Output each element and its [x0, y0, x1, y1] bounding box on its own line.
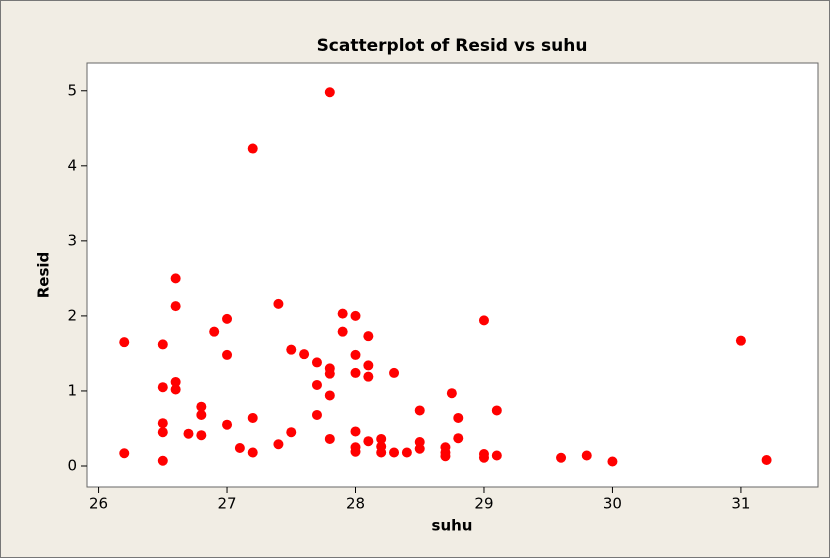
point [414, 405, 425, 416]
point [376, 447, 387, 458]
point [170, 301, 181, 312]
x-tick-label: 29 [474, 495, 493, 513]
point [761, 454, 772, 465]
point [311, 409, 322, 420]
point [440, 451, 451, 462]
y-tick-label: 3 [67, 231, 77, 249]
point [311, 379, 322, 390]
point [247, 447, 258, 458]
point [157, 427, 168, 438]
y-tick-label: 2 [67, 306, 77, 324]
point [324, 390, 335, 401]
point [389, 367, 400, 378]
point [581, 450, 592, 461]
point [478, 452, 489, 463]
y-tick-label: 5 [67, 81, 77, 99]
chart-title: Scatterplot of Resid vs suhu [317, 36, 588, 56]
point [556, 452, 567, 463]
point [478, 315, 489, 326]
point [491, 450, 502, 461]
point [401, 447, 412, 458]
point [170, 273, 181, 284]
point [222, 419, 233, 430]
point [286, 427, 297, 438]
point [350, 310, 361, 321]
point [170, 376, 181, 387]
point [222, 313, 233, 324]
point [234, 442, 245, 453]
point [337, 308, 348, 319]
y-axis-label: Resid [35, 252, 53, 299]
point [350, 426, 361, 437]
point [209, 326, 220, 337]
point [735, 335, 746, 346]
point [183, 428, 194, 439]
point [350, 446, 361, 457]
point [273, 439, 284, 450]
point [414, 443, 425, 454]
point [196, 409, 207, 420]
x-tick-label: 28 [346, 495, 365, 513]
point [363, 371, 374, 382]
point [286, 344, 297, 355]
point [453, 433, 464, 444]
point [157, 455, 168, 466]
point [119, 337, 130, 348]
y-tick-label: 4 [67, 156, 77, 174]
y-tick-label: 1 [67, 381, 77, 399]
point [299, 349, 310, 360]
point [273, 298, 284, 309]
point [350, 349, 361, 360]
point [170, 384, 181, 395]
point [350, 367, 361, 378]
point [157, 382, 168, 393]
point [324, 87, 335, 98]
point [324, 368, 335, 379]
x-tick-label: 27 [217, 495, 236, 513]
point [247, 412, 258, 423]
point [222, 349, 233, 360]
x-tick-label: 31 [731, 495, 750, 513]
x-tick-label: 30 [603, 495, 622, 513]
y-tick-label: 0 [67, 456, 77, 474]
point [363, 360, 374, 371]
x-axis-label: suhu [432, 517, 473, 535]
point [157, 418, 168, 429]
point [196, 430, 207, 441]
plot-area [86, 62, 819, 488]
point [491, 405, 502, 416]
point [363, 331, 374, 342]
point [157, 339, 168, 350]
point [247, 143, 258, 154]
point [446, 388, 457, 399]
x-tick-label: 26 [89, 495, 108, 513]
point [119, 448, 130, 459]
point [324, 433, 335, 444]
point [196, 401, 207, 412]
point [363, 436, 374, 447]
point [453, 412, 464, 423]
point [337, 326, 348, 337]
point [376, 433, 387, 444]
point [311, 357, 322, 368]
point [389, 447, 400, 458]
point [607, 456, 618, 467]
